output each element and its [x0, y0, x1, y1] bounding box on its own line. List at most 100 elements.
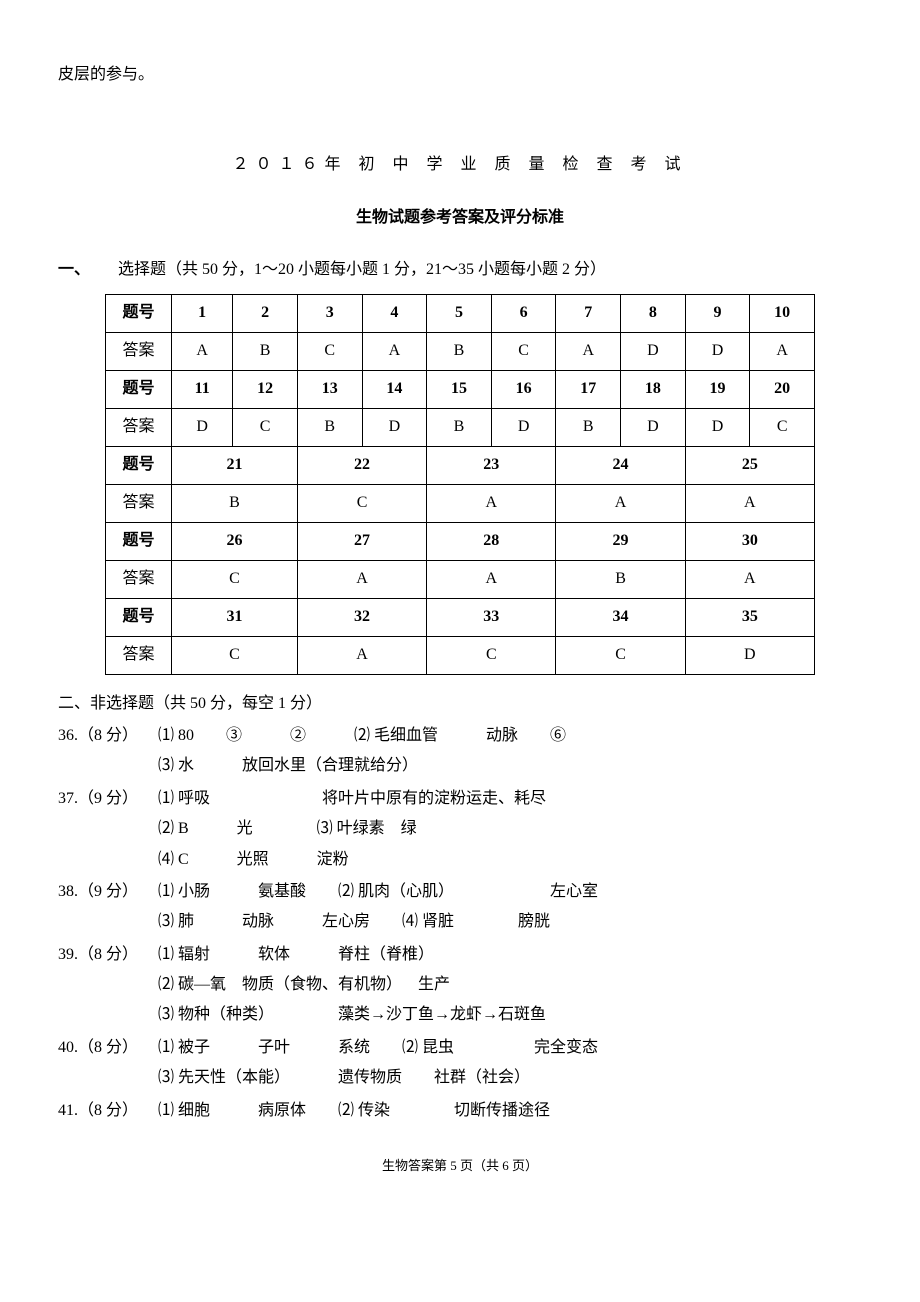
- row-header: 题号: [106, 522, 172, 560]
- table-cell: D: [491, 408, 556, 446]
- table-cell: D: [621, 332, 686, 370]
- answer-line: ⑴ 被子 子叶 系统 ⑵ 昆虫 完全变态: [158, 1033, 862, 1063]
- answer-line: ⑵ 碳—氧 物质（食物、有机物） 生产: [58, 970, 862, 1000]
- table-cell: 20: [750, 370, 815, 408]
- table-cell: C: [297, 484, 426, 522]
- table-cell: 9: [685, 294, 750, 332]
- table-cell: 4: [362, 294, 427, 332]
- table-cell: 23: [427, 446, 556, 484]
- question-38: 38.（9 分） ⑴ 小肠 氨基酸 ⑵ 肌肉（心肌） 左心室: [58, 877, 862, 907]
- answer-line: ⑴ 呼吸 将叶片中原有的淀粉运走、耗尽: [158, 784, 862, 814]
- table-cell: D: [685, 408, 750, 446]
- table-cell: 33: [427, 598, 556, 636]
- table-cell: C: [491, 332, 556, 370]
- table-row: 题号 31 32 33 34 35: [106, 598, 815, 636]
- question-number: 41.（8 分）: [58, 1096, 158, 1126]
- table-cell: 15: [427, 370, 492, 408]
- table-cell: C: [297, 332, 362, 370]
- table-row: 题号 1 2 3 4 5 6 7 8 9 10: [106, 294, 815, 332]
- table-cell: B: [556, 560, 685, 598]
- table-cell: 22: [297, 446, 426, 484]
- page-footer: 生物答案第 5 页（共 6 页）: [58, 1154, 862, 1179]
- answer-line: ⑴ 辐射 软体 脊柱（脊椎）: [158, 940, 862, 970]
- table-cell: 14: [362, 370, 427, 408]
- answer-line: ⑶ 肺 动脉 左心房 ⑷ 肾脏 膀胱: [58, 907, 862, 937]
- question-number: 40.（8 分）: [58, 1033, 158, 1063]
- table-cell: A: [556, 332, 621, 370]
- row-header: 题号: [106, 598, 172, 636]
- answer-line: ⑶ 水 放回水里（合理就给分）: [58, 751, 862, 781]
- table-cell: B: [427, 408, 492, 446]
- table-cell: 21: [172, 446, 298, 484]
- table-cell: D: [362, 408, 427, 446]
- table-cell: A: [685, 560, 814, 598]
- table-row: 题号 21 22 23 24 25: [106, 446, 815, 484]
- section-1-text: 选择题（共 50 分，1～20 小题每小题 1 分，21～35 小题每小题 2 …: [118, 261, 606, 278]
- question-40: 40.（8 分） ⑴ 被子 子叶 系统 ⑵ 昆虫 完全变态: [58, 1033, 862, 1063]
- row-header: 答案: [106, 560, 172, 598]
- table-cell: A: [297, 560, 426, 598]
- table-cell: 12: [233, 370, 298, 408]
- table-cell: 1: [172, 294, 233, 332]
- table-cell: D: [621, 408, 686, 446]
- answer-line: ⑴ 细胞 病原体 ⑵ 传染 切断传播途径: [158, 1096, 862, 1126]
- answer-line: ⑷ C 光照 淀粉: [58, 845, 862, 875]
- exam-title-line1: ２０１６年 初 中 学 业 质 量 检 查 考 试: [58, 150, 862, 180]
- table-cell: A: [362, 332, 427, 370]
- question-41: 41.（8 分） ⑴ 细胞 病原体 ⑵ 传染 切断传播途径: [58, 1096, 862, 1126]
- table-cell: 32: [297, 598, 426, 636]
- table-row: 答案 C A A B A: [106, 560, 815, 598]
- table-cell: 18: [621, 370, 686, 408]
- row-header: 题号: [106, 370, 172, 408]
- table-cell: 8: [621, 294, 686, 332]
- question-number: 36.（8 分）: [58, 721, 158, 751]
- table-cell: D: [685, 332, 750, 370]
- table-cell: C: [172, 636, 298, 674]
- answer-line: ⑶ 物种（种类） 藻类→沙丁鱼→龙虾→石斑鱼: [58, 1000, 862, 1030]
- answer-line: ⑵ B 光 ⑶ 叶绿素 绿: [58, 814, 862, 844]
- table-cell: 28: [427, 522, 556, 560]
- table-row: 答案 A B C A B C A D D A: [106, 332, 815, 370]
- table-cell: B: [427, 332, 492, 370]
- answer-line: ⑴ 小肠 氨基酸 ⑵ 肌肉（心肌） 左心室: [158, 877, 862, 907]
- exam-title-line2: 生物试题参考答案及评分标准: [58, 203, 862, 233]
- table-row: 题号 26 27 28 29 30: [106, 522, 815, 560]
- table-row: 答案 C A C C D: [106, 636, 815, 674]
- table-cell: A: [172, 332, 233, 370]
- table-row: 题号 11 12 13 14 15 16 17 18 19 20: [106, 370, 815, 408]
- answer-line: ⑴ 80 ③ ② ⑵ 毛细血管 动脉 ⑥: [158, 721, 862, 751]
- table-cell: 5: [427, 294, 492, 332]
- table-cell: 26: [172, 522, 298, 560]
- table-cell: D: [172, 408, 233, 446]
- table-cell: 27: [297, 522, 426, 560]
- table-row: 答案 D C B D B D B D D C: [106, 408, 815, 446]
- table-cell: 19: [685, 370, 750, 408]
- table-cell: B: [297, 408, 362, 446]
- table-cell: C: [233, 408, 298, 446]
- section-1-heading: 一、 选择题（共 50 分，1～20 小题每小题 1 分，21～35 小题每小题…: [58, 255, 862, 285]
- table-cell: 3: [297, 294, 362, 332]
- section-1-label: 一、: [58, 255, 90, 285]
- table-cell: 10: [750, 294, 815, 332]
- row-header: 答案: [106, 484, 172, 522]
- section-2-heading: 二、非选择题（共 50 分，每空 1 分）: [58, 689, 862, 719]
- table-cell: A: [427, 560, 556, 598]
- table-cell: 16: [491, 370, 556, 408]
- table-cell: C: [172, 560, 298, 598]
- table-cell: C: [750, 408, 815, 446]
- table-cell: C: [427, 636, 556, 674]
- table-cell: 2: [233, 294, 298, 332]
- question-39: 39.（8 分） ⑴ 辐射 软体 脊柱（脊椎）: [58, 940, 862, 970]
- table-cell: A: [556, 484, 685, 522]
- table-cell: D: [685, 636, 814, 674]
- table-cell: 25: [685, 446, 814, 484]
- table-cell: C: [556, 636, 685, 674]
- row-header: 答案: [106, 332, 172, 370]
- answer-table: 题号 1 2 3 4 5 6 7 8 9 10 答案 A B C A B C A…: [105, 294, 815, 675]
- page-fragment-top: 皮层的参与。: [58, 60, 862, 90]
- row-header: 题号: [106, 446, 172, 484]
- row-header: 答案: [106, 408, 172, 446]
- row-header: 答案: [106, 636, 172, 674]
- table-cell: 35: [685, 598, 814, 636]
- table-cell: 13: [297, 370, 362, 408]
